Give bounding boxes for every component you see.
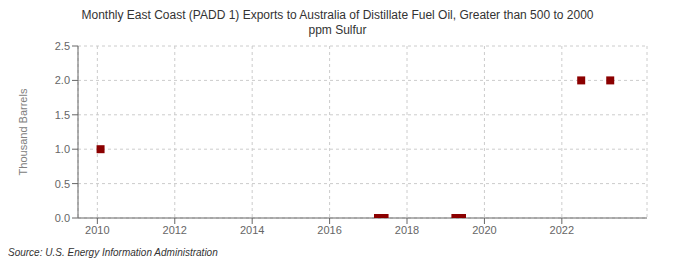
html-text:Source: U.S. Energy Informatio: Source: U.S. Energy Information Administ… <box>8 247 218 258</box>
html-text:Monthly East Coast (PADD 1) Ex: Monthly East Coast (PADD 1) Exports to A… <box>81 8 594 22</box>
svg-text:2010: 2010 <box>85 224 109 236</box>
html-text:ppm Sulfur: ppm Sulfur <box>308 23 367 37</box>
svg-text:2.0: 2.0 <box>55 74 70 86</box>
svg-text:0.0: 0.0 <box>55 212 70 224</box>
svg-text:2014: 2014 <box>240 224 264 236</box>
svg-text:2.5: 2.5 <box>55 40 70 52</box>
svg-text:2022: 2022 <box>550 224 574 236</box>
svg-text:0.5: 0.5 <box>55 178 70 190</box>
svg-text:1.0: 1.0 <box>55 143 70 155</box>
svg-text:2012: 2012 <box>163 224 187 236</box>
svg-text:Thousand Barrels: Thousand Barrels <box>17 88 29 175</box>
svg-text:2020: 2020 <box>472 224 496 236</box>
svg-text:1.5: 1.5 <box>55 109 70 121</box>
svg-text:2016: 2016 <box>317 224 341 236</box>
svg-text:2018: 2018 <box>395 224 419 236</box>
